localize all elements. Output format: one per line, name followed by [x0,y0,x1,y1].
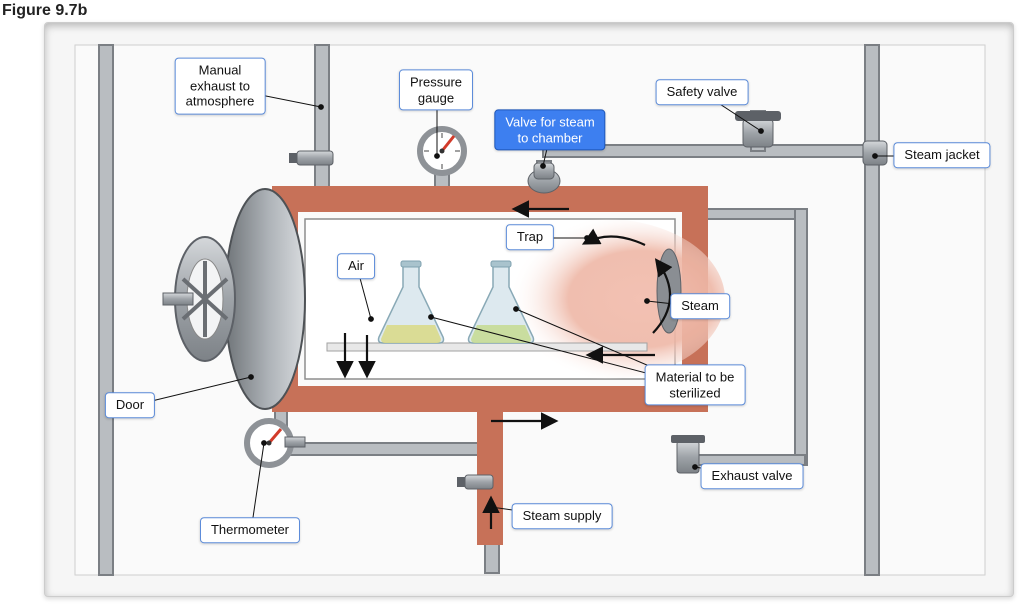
label-thermometer[interactable]: Thermometer [200,517,300,543]
pressure-gauge-icon [420,129,464,173]
label-steam-jacket[interactable]: Steam jacket [893,142,990,168]
label-steam-supply[interactable]: Steam supply [512,503,613,529]
label-door[interactable]: Door [105,392,155,418]
figure-title: Figure 9.7b [2,2,87,20]
label-exhaust-valve[interactable]: Exhaust valve [701,463,804,489]
label-air[interactable]: Air [337,253,375,279]
manual-exhaust-valve-icon [289,151,333,165]
jacket-fitting-icon [863,141,887,165]
supply-valve-icon [457,475,493,489]
label-trap[interactable]: Trap [506,224,554,250]
label-pressure-gauge[interactable]: Pressure gauge [399,69,473,110]
label-steam[interactable]: Steam [670,293,730,319]
label-material[interactable]: Material to be sterilized [645,364,746,405]
label-manual-exhaust[interactable]: Manual exhaust to atmosphere [175,58,266,115]
label-safety-valve[interactable]: Safety valve [656,79,749,105]
label-valve-steam-chamber[interactable]: Valve for steam to chamber [494,109,605,150]
